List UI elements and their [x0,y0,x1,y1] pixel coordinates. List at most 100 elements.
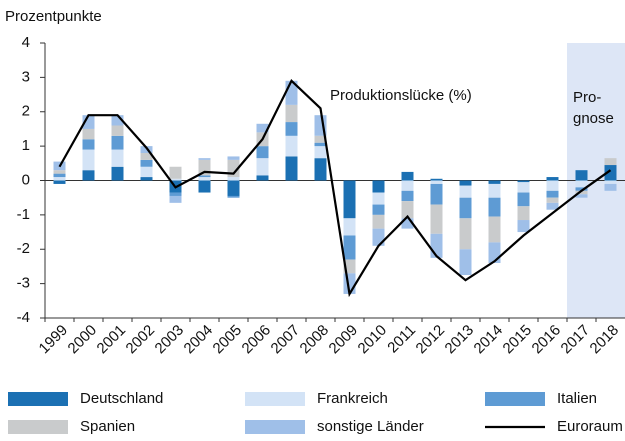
bar-segment [140,159,153,167]
bar-segment [227,177,240,181]
x-tick-label: 2017 [558,322,594,358]
bar-segment [517,220,530,233]
legend-swatch [245,420,305,434]
bar-segment [488,183,501,198]
forecast-label: gnose [573,110,614,127]
bar-segment [459,197,472,219]
bar-segment [169,166,182,179]
y-tick-label: -3 [17,275,30,292]
bar-segment [430,233,443,258]
legend-label: Euroraum [557,418,623,435]
bar-segment [82,128,95,140]
x-tick-label: 2005 [210,322,246,358]
bar-segment [459,249,472,276]
bar-segment [169,195,182,203]
legend-swatch [8,420,68,434]
legend-swatch [245,392,305,406]
bar-segment [430,183,443,205]
bar-segment [111,166,124,181]
bar-segment [488,216,501,243]
bar-segment [372,180,385,193]
legend-label: Deutschland [80,390,163,407]
y-tick-label: -4 [17,309,30,326]
bar-segment [343,180,356,219]
bar-segment [169,192,182,196]
x-tick-label: 2012 [413,322,449,358]
bar-segment [227,156,240,160]
bar-segment [604,183,617,191]
bar-segment [227,195,240,198]
bar-segment [82,149,95,171]
x-tick-label: 2001 [94,322,130,358]
bar-segment [604,180,617,184]
x-tick-label: 2003 [152,322,188,358]
x-tick-label: 2009 [326,322,362,358]
bar-segment [604,158,617,166]
bar-segment [401,218,414,229]
bar-segment [459,185,472,198]
bar-segment [198,158,211,160]
bar-segment [111,135,124,150]
bar-segment [140,177,153,181]
y-tick-label: 0 [22,171,30,188]
bar-segment [575,170,588,181]
x-tick-label: 2007 [268,322,304,358]
line-annotation: Produktionslücke (%) [330,87,472,104]
x-tick-label: 2014 [471,322,507,358]
bar-segment [517,182,530,193]
legend-label: Spanien [80,418,135,435]
bar-segment [517,180,530,183]
x-tick-label: 2011 [384,322,419,357]
x-tick-label: 1999 [36,322,72,358]
y-tick-label: 2 [22,103,30,120]
line [58,78,612,298]
bar-segment [343,218,356,236]
bar-segment [488,197,501,217]
bar-segment [575,187,588,191]
bar-segment [401,180,414,191]
bar-segment [285,156,298,181]
bar-segment [198,175,211,178]
x-tick-label: 2010 [355,322,391,358]
x-tick-label: 2015 [500,322,536,358]
bar-segment [53,180,66,184]
y-tick-label: -2 [17,240,30,257]
bar-segment [546,202,559,210]
bar-segment [430,180,443,184]
bar-segment [285,135,298,157]
bar-segment [53,177,66,181]
bar-segment [343,235,356,260]
bar-segment [546,190,559,198]
bar-segment [198,177,211,181]
bar-segment [372,204,385,215]
bar-segment [82,170,95,181]
legend-label: Frankreich [317,390,388,407]
bar-segment [575,194,588,198]
bar-segment [256,175,269,181]
bar-segment [140,166,153,178]
y-tick-label: 3 [22,68,30,85]
bar-segment [488,180,501,184]
y-tick-label: 4 [22,34,30,51]
x-tick-label: 2013 [442,322,478,358]
bar-segment [198,180,211,193]
bar-segment [372,228,385,246]
x-tick-label: 2008 [297,322,333,358]
bar-segment [459,180,472,186]
bar-segment [575,190,588,195]
bar-segment [575,180,588,188]
bar-segment [401,201,414,219]
bar-segment [372,192,385,205]
x-tick-label: 2002 [123,322,159,358]
bar-segment [285,122,298,136]
bar-segment [604,165,617,181]
bar-segment [517,192,530,207]
y-tick-label: 1 [22,137,30,154]
bar-segment [430,178,443,181]
bar-segment [546,180,559,191]
bar-segment [285,104,298,123]
bar-segment [111,125,124,136]
bar-segment [82,139,95,150]
bar-segment [53,173,66,178]
